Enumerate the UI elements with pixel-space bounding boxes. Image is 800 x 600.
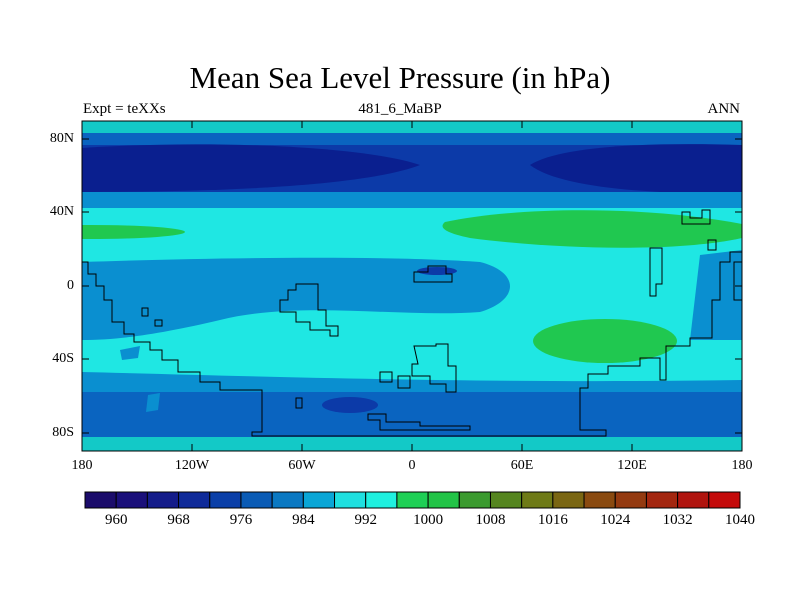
field-low-north-west [82,144,420,192]
colorbar-swatch [302,491,336,509]
season-label: ANN [707,101,741,117]
field-tropical-low-east [690,250,742,340]
field-small-patch [146,393,160,412]
colorbar-swatch [365,491,398,509]
colorbar-swatch [209,491,242,509]
colorbar-swatch [146,491,180,509]
field-south-low-band [82,392,742,442]
x-tick-label: 180 [731,458,753,473]
period-label: 481_6_MaBP [358,101,442,117]
colorbar-label: 1032 [662,512,693,528]
colorbar-swatch [614,491,647,509]
colorbar-swatch [521,491,554,509]
field-high-south [533,319,677,363]
colorbar-swatch [84,491,117,509]
experiment-label: Expt = teXXs [83,101,166,117]
colorbar-label: 992 [354,512,377,528]
y-tick-label: 40N [49,204,74,219]
colorbar-label: 1008 [475,512,506,528]
colorbar-swatch [708,491,741,509]
colorbar-swatch [552,491,585,509]
x-tick-label: 60E [510,458,534,473]
colorbar-swatch [583,491,616,509]
y-tick-label: 80N [49,131,74,146]
field-small-patch-2 [120,346,140,360]
colorbar-label: 960 [104,512,128,528]
colorbar-swatch [458,491,491,509]
colorbar-swatch [677,491,710,509]
field-blue-band [82,192,742,208]
field-high-north-east [442,210,742,248]
colorbar-label: 968 [167,512,190,528]
colorbar-swatch [489,491,523,509]
x-tick-label: 120E [617,458,647,473]
x-tick-label: 180 [71,458,93,473]
colorbar-label: 1000 [413,512,444,528]
coastlines [82,209,742,437]
colorbar-swatch [271,491,304,509]
map-title: Mean Sea Level Pressure (in hPa) [189,60,611,95]
y-tick-label: 0 [67,278,74,293]
colorbar-swatch [240,491,273,509]
pressure-field [82,121,742,451]
colorbar-label: 1040 [725,512,755,528]
colorbar [84,491,741,509]
colorbar-label: 1024 [600,512,631,528]
colorbar-swatch [334,491,367,509]
x-tick-label: 60W [288,458,316,473]
y-tick-label: 80S [52,425,74,440]
field-low-south [322,397,378,413]
colorbar-swatch [396,491,429,509]
colorbar-label: 976 [229,512,253,528]
colorbar-swatch [427,491,460,509]
field-tropical-deep-patch [417,267,457,275]
field-low-north-east [530,144,742,194]
y-tick-label: 40S [52,351,74,366]
field-north-band [82,133,742,145]
colorbar-swatch [115,491,148,509]
colorbar-label: 984 [292,512,315,528]
field-south-transition [82,372,742,392]
x-tick-label: 120W [174,458,210,473]
field-high-north-west [82,225,185,239]
field-tropical-low [82,257,510,340]
x-tick-label: 0 [408,458,416,473]
colorbar-label: 1016 [537,512,568,528]
colorbar-swatch [645,491,679,509]
axis-ticks [82,121,742,451]
colorbar-swatch [178,491,211,509]
